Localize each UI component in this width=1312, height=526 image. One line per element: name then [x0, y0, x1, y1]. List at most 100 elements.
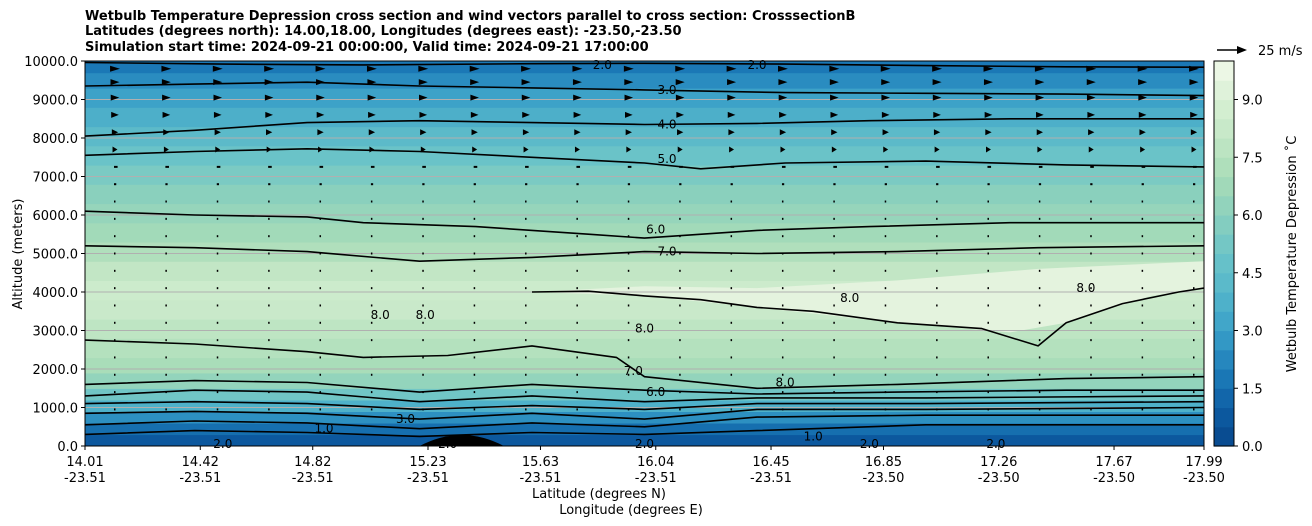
wind-vector: [576, 356, 578, 359]
wind-vector: [881, 94, 890, 101]
wind-vector: [987, 287, 989, 290]
x-tick-label-lon: -23.51: [520, 471, 562, 486]
contour-line-3.0: [85, 406, 1204, 420]
wind-vector: [370, 356, 373, 359]
colorbar-segment: [1214, 311, 1234, 332]
wind-vector: [987, 200, 989, 203]
wind-vector: [675, 94, 685, 101]
colorbar-frame: [1213, 60, 1235, 447]
wind-vector: [679, 391, 681, 394]
wind-vector: [1139, 129, 1146, 136]
wind-vector: [936, 339, 938, 342]
wind-vector: [987, 373, 989, 376]
wind-vector: [319, 200, 322, 203]
wind-vector: [370, 391, 373, 394]
wind-vector: [1141, 391, 1144, 394]
wind-vector: [370, 165, 375, 168]
wind-vector: [730, 183, 733, 186]
wind-vector: [574, 146, 580, 153]
wind-vector: [422, 183, 425, 186]
wind-vector: [370, 373, 373, 376]
wind-vector: [1189, 65, 1199, 72]
wind-vector: [986, 146, 991, 153]
wind-vector: [627, 217, 630, 220]
wind-vector: [679, 269, 681, 272]
wind-vector: [781, 304, 784, 307]
wind-vector: [830, 94, 839, 101]
wind-vector: [114, 165, 118, 168]
wind-vector: [730, 408, 733, 411]
fill-band: [85, 126, 1204, 147]
wind-vector: [1090, 235, 1092, 238]
wind-vector: [165, 200, 167, 203]
wind-vector: [1090, 304, 1092, 307]
wind-vector: [165, 356, 167, 359]
wind-vector: [216, 304, 219, 307]
colorbar-tick-label: 3.0: [1242, 325, 1263, 340]
wind-vector: [730, 200, 733, 203]
wind-vector: [679, 356, 681, 359]
wind-vector: [576, 269, 578, 272]
fill-core-region: [532, 261, 1204, 333]
wind-vector: [213, 94, 223, 101]
y-axis: 0.0 1000.0 2000.0 3000.0 4000.0 5000.0 6000.0 7…: [24, 55, 85, 455]
y-tick-label: 10000.0: [24, 55, 78, 70]
wind-vector: [781, 373, 784, 376]
wind-vector: [1038, 217, 1041, 220]
contour-label: 2.0: [438, 437, 457, 451]
wind-vector: [987, 391, 989, 394]
wind-vector: [1088, 146, 1094, 153]
wind-vector: [933, 129, 941, 136]
wind-vector: [627, 165, 632, 168]
wind-vector: [884, 408, 887, 411]
wind-vector: [473, 165, 478, 168]
wind-vector: [829, 65, 840, 72]
wind-vector: [161, 65, 172, 72]
wind-vector: [319, 408, 322, 411]
wind-vector: [781, 321, 784, 324]
x-tick-label-lon: -23.51: [292, 471, 334, 486]
x-tick-label-lat: 17.26: [980, 455, 1017, 470]
wind-vector: [1191, 146, 1197, 153]
contour-label: 7.0: [624, 364, 643, 378]
wind-vector: [112, 146, 118, 153]
fill-band: [85, 434, 1204, 446]
x-tick-label-lon: -23.51: [635, 471, 677, 486]
wind-vector: [319, 391, 322, 394]
contour-line-6.0: [85, 379, 1204, 395]
wind-vector: [932, 65, 943, 72]
colorbar-segment: [1214, 407, 1234, 428]
vector-key-label: 25 m/s: [1258, 44, 1303, 59]
wind-vector: [525, 183, 528, 186]
wind-vector: [884, 304, 887, 307]
wind-vector: [422, 165, 426, 168]
colorbar-segment: [1214, 215, 1234, 235]
wind-vector: [268, 183, 271, 186]
wind-vector: [627, 391, 630, 394]
wind-vector: [216, 391, 219, 394]
wind-vector: [522, 129, 530, 136]
wind-vector: [1038, 321, 1041, 324]
wind-vector: [727, 111, 736, 118]
wind-vector: [833, 200, 835, 203]
colorbar-tick-label: 7.5: [1242, 151, 1263, 166]
wind-vector: [677, 129, 684, 136]
wind-vector: [573, 111, 582, 118]
wind-vector: [418, 65, 429, 72]
x-tick-label-lon: -23.50: [1183, 471, 1225, 486]
wind-vector: [1090, 287, 1092, 290]
colorbar-segment: [1214, 195, 1234, 216]
wind-vector: [1038, 165, 1043, 168]
wind-vector: [1090, 217, 1092, 220]
wind-vector: [419, 111, 428, 118]
wind-vector: [114, 183, 117, 186]
x-tick-label-lat: 14.42: [182, 455, 219, 470]
wind-vector: [984, 94, 993, 101]
wind-vector: [1141, 356, 1144, 359]
wind-vector: [1088, 129, 1095, 136]
wind-vector: [936, 269, 938, 272]
fill-band: [85, 222, 1204, 243]
wind-vector: [1189, 79, 1199, 86]
wind-vector: [370, 183, 374, 186]
colorbar-segment: [1214, 369, 1234, 389]
